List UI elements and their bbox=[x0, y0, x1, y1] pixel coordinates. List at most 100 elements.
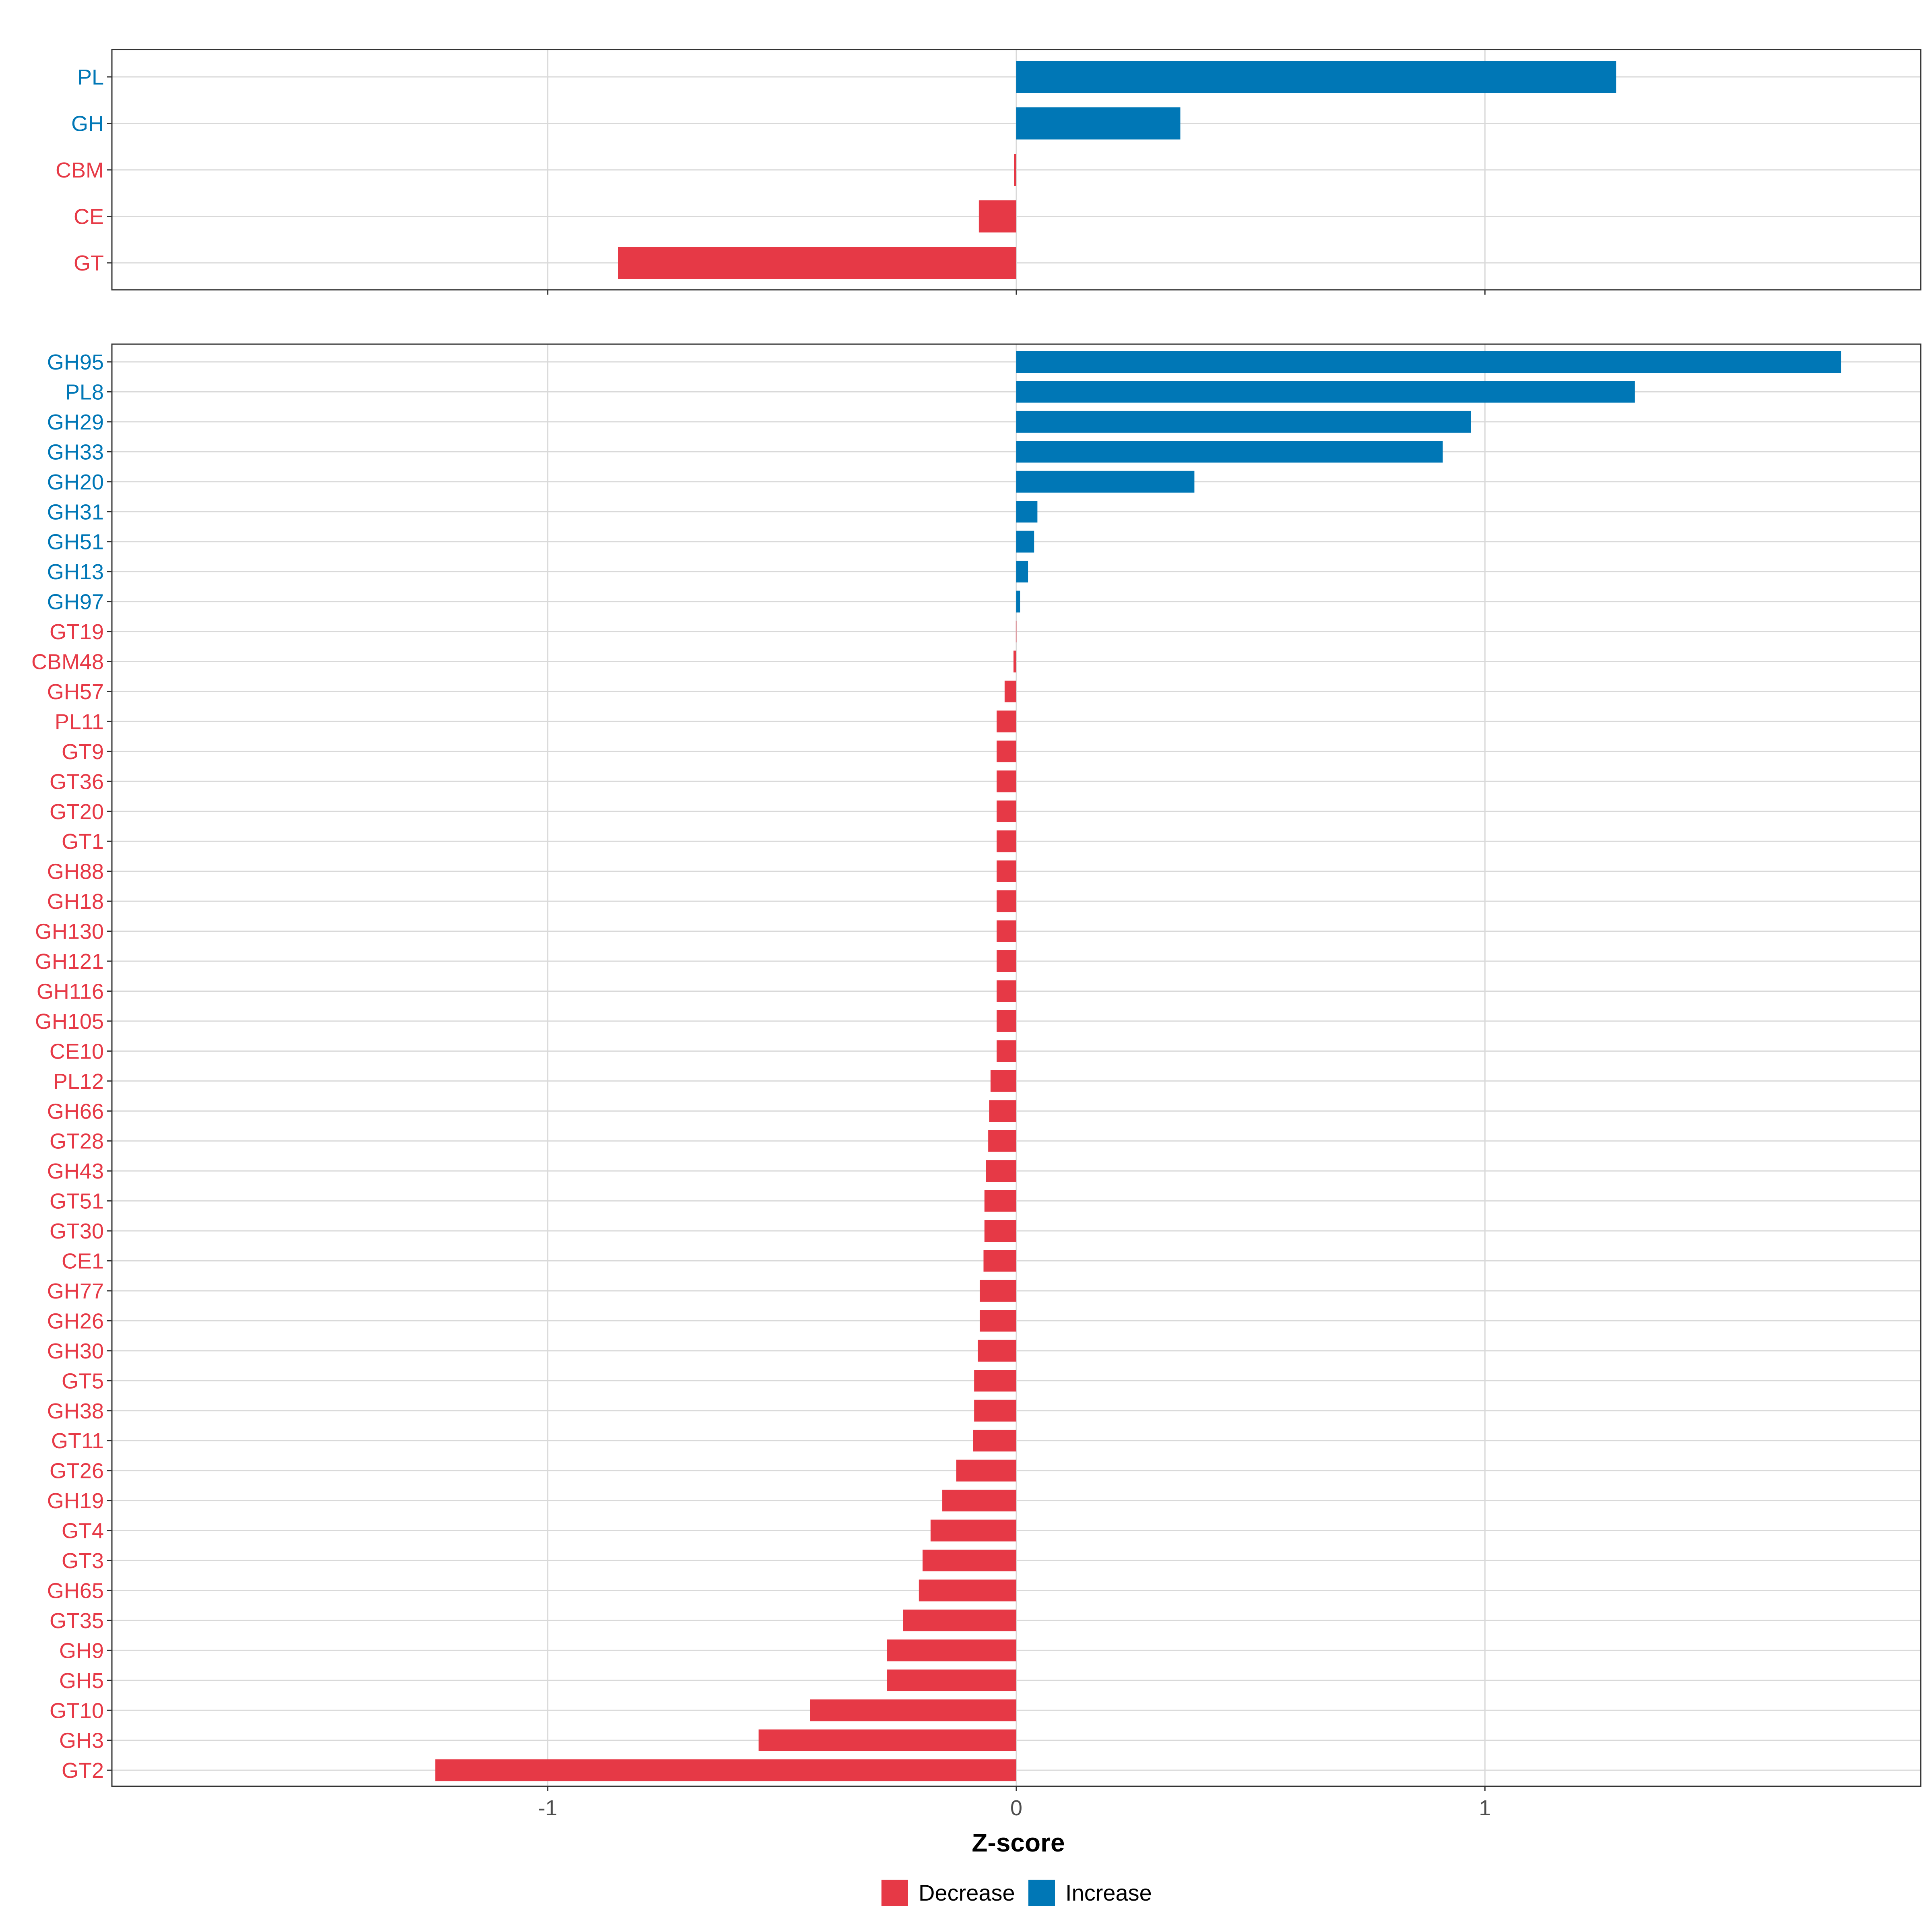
bar-gh9 bbox=[887, 1639, 1016, 1662]
bar-gt20 bbox=[997, 800, 1016, 822]
bar-gt1 bbox=[997, 830, 1016, 852]
x-tick-label: -1 bbox=[538, 1796, 557, 1820]
y-tick-label-gh121: GH121 bbox=[35, 949, 104, 974]
y-tick-label-gt35: GT35 bbox=[50, 1609, 104, 1633]
y-tick-label-gh: GH bbox=[71, 112, 104, 136]
bar-gh95 bbox=[1016, 351, 1841, 373]
y-tick-label-gh43: GH43 bbox=[47, 1159, 104, 1183]
x-axis-title: Z-score bbox=[972, 1828, 1065, 1857]
bar-gh38 bbox=[974, 1399, 1016, 1422]
y-tick-label-gt36: GT36 bbox=[50, 770, 104, 794]
bar-gh88 bbox=[997, 860, 1016, 882]
y-tick-label-gh3: GH3 bbox=[59, 1729, 104, 1753]
y-tick-label-gh29: GH29 bbox=[47, 410, 104, 434]
bar-gh77 bbox=[980, 1280, 1016, 1302]
y-tick-label-gt5: GT5 bbox=[62, 1369, 104, 1393]
bar-gh13 bbox=[1016, 561, 1028, 583]
y-tick-label-gt26: GT26 bbox=[50, 1459, 104, 1483]
bar-ce bbox=[978, 200, 1016, 233]
bar-gh105 bbox=[997, 1010, 1016, 1032]
bar-gt36 bbox=[997, 770, 1016, 793]
bar-pl12 bbox=[990, 1070, 1016, 1092]
bar-pl11 bbox=[997, 710, 1016, 733]
y-tick-label-gt20: GT20 bbox=[50, 800, 104, 824]
bar-gt51 bbox=[984, 1190, 1016, 1212]
bar-gh66 bbox=[989, 1100, 1016, 1122]
y-tick-label-pl: PL bbox=[77, 65, 104, 89]
bar-gt4 bbox=[930, 1519, 1016, 1542]
legend-label-decrease: Decrease bbox=[919, 1880, 1015, 1905]
bar-gt30 bbox=[984, 1220, 1016, 1242]
bar-gt5 bbox=[974, 1370, 1016, 1392]
legend-key-decrease bbox=[881, 1880, 908, 1906]
x-axis: -1 0 1 bbox=[538, 290, 1491, 1820]
bar-gh65 bbox=[919, 1579, 1016, 1602]
y-tick-label-gh95: GH95 bbox=[47, 350, 104, 374]
bar-ce1 bbox=[983, 1250, 1016, 1272]
y-tick-label-gt28: GT28 bbox=[50, 1129, 104, 1154]
y-tick-label-gt2: GT2 bbox=[62, 1759, 104, 1783]
bar-gh26 bbox=[980, 1310, 1016, 1332]
y-tick-label-cbm48: CBM48 bbox=[31, 650, 104, 674]
y-tick-label-pl12: PL12 bbox=[53, 1069, 104, 1094]
y-tick-label-gt10: GT10 bbox=[50, 1699, 104, 1723]
y-tick-label-ce: CE bbox=[74, 205, 104, 229]
y-tick-label-gh33: GH33 bbox=[47, 440, 104, 464]
top-panel: PL GH CBM CE GT bbox=[56, 49, 1922, 291]
y-tick-label-gh26: GH26 bbox=[47, 1309, 104, 1333]
y-tick-label-gh13: GH13 bbox=[47, 560, 104, 584]
bar-gh bbox=[1016, 107, 1181, 140]
y-tick-label-gh66: GH66 bbox=[47, 1099, 104, 1123]
y-tick-label-gh57: GH57 bbox=[47, 680, 104, 704]
bar-gt26 bbox=[956, 1459, 1016, 1482]
bar-ce10 bbox=[997, 1040, 1016, 1062]
legend-label-increase: Increase bbox=[1065, 1880, 1152, 1905]
y-tick-label-gh30: GH30 bbox=[47, 1339, 104, 1363]
y-tick-label-gt11: GT11 bbox=[51, 1429, 104, 1453]
legend: Decrease Increase bbox=[881, 1880, 1152, 1906]
bar-gt28 bbox=[988, 1130, 1016, 1152]
bar-gt19 bbox=[1016, 621, 1017, 643]
bar-pl8 bbox=[1016, 381, 1635, 403]
bar-gh130 bbox=[997, 920, 1016, 942]
y-tick-label-gh31: GH31 bbox=[47, 500, 104, 524]
y-tick-label-gh105: GH105 bbox=[35, 1009, 104, 1034]
bar-gh43 bbox=[986, 1160, 1016, 1182]
y-tick-label-gh51: GH51 bbox=[47, 530, 104, 554]
y-tick-label-ce10: CE10 bbox=[50, 1039, 104, 1063]
y-tick-label-gt: GT bbox=[74, 251, 104, 275]
bar-gh3 bbox=[758, 1729, 1016, 1751]
bar-gt2 bbox=[435, 1759, 1016, 1781]
bar-gh31 bbox=[1016, 501, 1038, 523]
bar-gh33 bbox=[1016, 441, 1443, 463]
y-tick-label-gh19: GH19 bbox=[47, 1489, 104, 1513]
bar-gt10 bbox=[810, 1699, 1016, 1721]
y-tick-label-gh88: GH88 bbox=[47, 860, 104, 884]
y-tick-label-gh20: GH20 bbox=[47, 470, 104, 494]
bar-gt9 bbox=[997, 740, 1016, 762]
bar-gh116 bbox=[997, 980, 1016, 1002]
y-tick-label-gt1: GT1 bbox=[62, 830, 104, 854]
bar-pl bbox=[1016, 61, 1616, 93]
y-tick-label-gh130: GH130 bbox=[35, 920, 104, 944]
legend-key-increase bbox=[1028, 1880, 1055, 1906]
y-tick-label-gh9: GH9 bbox=[59, 1639, 104, 1663]
bar-gh18 bbox=[997, 890, 1016, 912]
y-tick-label-gt9: GT9 bbox=[62, 740, 104, 764]
x-tick-label: 1 bbox=[1479, 1796, 1491, 1820]
bar-gh5 bbox=[887, 1669, 1016, 1691]
bar-gh30 bbox=[978, 1340, 1016, 1362]
y-tick-label-cbm: CBM bbox=[56, 158, 104, 182]
bar-gt11 bbox=[973, 1430, 1016, 1452]
y-tick-label-gh77: GH77 bbox=[47, 1279, 104, 1303]
bar-gt35 bbox=[903, 1609, 1016, 1631]
y-tick-label-gh116: GH116 bbox=[37, 979, 104, 1003]
x-tick-label: 0 bbox=[1010, 1796, 1022, 1820]
bar-gh20 bbox=[1016, 471, 1195, 493]
y-tick-label-gt30: GT30 bbox=[50, 1219, 104, 1243]
y-tick-label-pl8: PL8 bbox=[65, 380, 104, 404]
bar-gh57 bbox=[1004, 680, 1016, 702]
bar-cbm48 bbox=[1013, 650, 1016, 673]
y-tick-label-gt51: GT51 bbox=[50, 1189, 104, 1214]
